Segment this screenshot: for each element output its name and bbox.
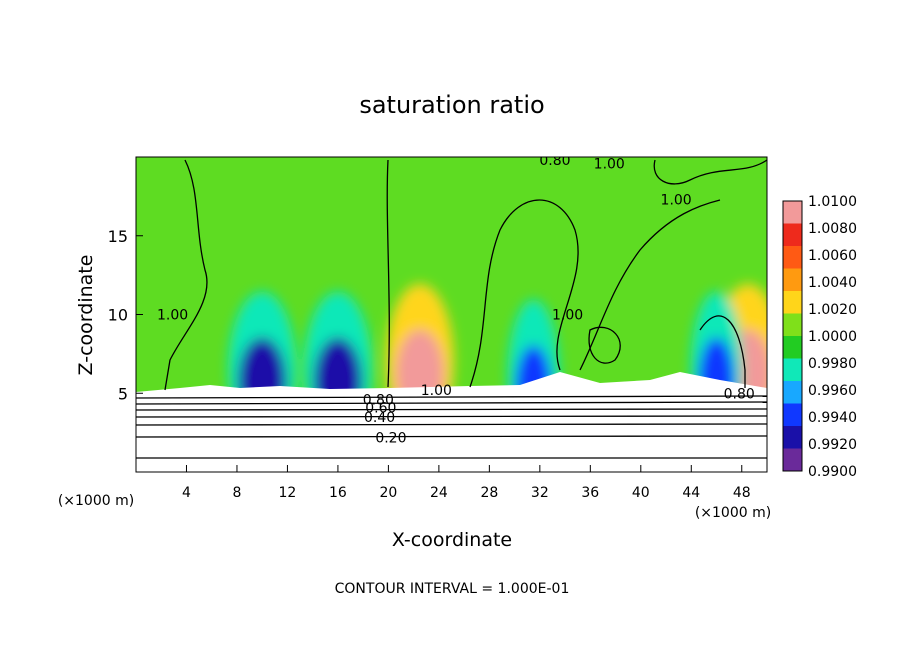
contour-label: 0.20	[375, 430, 406, 446]
contour-line	[653, 159, 767, 185]
colorbar-frame	[782, 200, 803, 472]
colorbar-label: 0.9920	[808, 437, 857, 453]
colorbar-swatch	[783, 426, 802, 449]
contour-label: 1.00	[421, 383, 452, 399]
colorbar-label: 1.0100	[808, 194, 857, 210]
colorbar-label: 1.0060	[808, 248, 857, 264]
y-tick-label: 15	[108, 227, 128, 246]
contour-line	[588, 326, 621, 364]
y-tick-label: 10	[108, 306, 128, 325]
colorbar-label: 1.0020	[808, 302, 857, 318]
contour-label: 1.00	[661, 193, 692, 209]
y-axis-title: Z-coordinate	[75, 255, 97, 376]
contour-line	[469, 199, 579, 388]
contour-line	[136, 435, 767, 438]
colorbar-swatch	[783, 336, 802, 359]
colorbar: 1.0100 1.0080 1.0060 1.0040 1.0020 1.0000 0.99…	[782, 194, 857, 480]
contour-label: 1.00	[552, 308, 583, 324]
contour-line	[699, 315, 746, 388]
x-axis: 4 8 12 16 20 24 28 32 36 40 44 48	[182, 465, 751, 501]
contour-label: 0.80	[539, 153, 570, 169]
x-tick-label: 44	[682, 485, 700, 501]
x-axis-title: X-coordinate	[392, 529, 512, 551]
colorbar-swatch	[783, 358, 802, 382]
colorbar-swatch	[783, 448, 802, 472]
x-unit-label: (×1000 m)	[695, 505, 771, 521]
contour-label: 1.00	[157, 308, 188, 324]
colorbar-label: 0.9980	[808, 356, 857, 372]
contour-label: 0.60	[365, 400, 396, 416]
x-tick-label: 8	[232, 485, 241, 501]
contour-line	[136, 423, 767, 426]
colorbar-label: 1.0040	[808, 275, 857, 291]
colorbar-swatch	[783, 246, 802, 269]
x-tick-label: 48	[733, 485, 751, 501]
x-tick-label: 32	[531, 485, 549, 501]
colorbar-swatch	[783, 223, 802, 247]
contour-labels: 0.80 1.001.001.00 1.001.000.800.600.400.20…	[157, 153, 755, 446]
x-tick-label: 20	[379, 485, 397, 501]
y-unit-label: (×1000 m)	[58, 493, 134, 509]
x-tick-label: 24	[430, 485, 448, 501]
contour-line	[136, 415, 767, 418]
x-tick-label: 4	[182, 485, 191, 501]
colorbar-swatch	[783, 381, 802, 404]
y-tick-label: 5	[118, 384, 128, 403]
colorbar-label: 1.0080	[808, 221, 857, 237]
colorbar-swatch	[783, 313, 802, 337]
colorbar-label: 1.0000	[808, 329, 857, 345]
contour-interval-note: CONTOUR INTERVAL = 1.000E-01	[335, 581, 570, 597]
contour-line	[136, 408, 767, 411]
contour-label: 1.00	[594, 156, 625, 172]
contour-line	[136, 401, 767, 405]
contour-line	[386, 159, 390, 388]
x-tick-label: 40	[632, 485, 650, 501]
colorbar-label: 0.9940	[808, 410, 857, 426]
contour-label: 0.40	[364, 410, 395, 426]
plot-area: 0.80 1.001.001.00 1.001.000.800.600.400.20…	[136, 153, 767, 472]
contour-label: 0.80	[724, 386, 755, 402]
contour-line	[164, 159, 208, 391]
contour-label: 0.80	[363, 393, 394, 409]
colorbar-swatch	[783, 268, 802, 292]
colorbar-swatch	[783, 291, 802, 314]
x-tick-label: 12	[279, 485, 297, 501]
contour-line	[136, 395, 767, 399]
x-tick-label: 36	[581, 485, 599, 501]
colorbar-swatch	[783, 403, 802, 427]
y-axis: 5 10 15	[108, 227, 143, 403]
contour-line	[579, 199, 721, 371]
colorbar-label: 0.9960	[808, 383, 857, 399]
chart-title: saturation ratio	[359, 91, 544, 119]
x-tick-label: 28	[480, 485, 498, 501]
x-tick-label: 16	[329, 485, 347, 501]
colorbar-swatch	[783, 201, 802, 224]
colorbar-label: 0.9900	[808, 464, 857, 480]
contour-lines	[136, 159, 767, 459]
